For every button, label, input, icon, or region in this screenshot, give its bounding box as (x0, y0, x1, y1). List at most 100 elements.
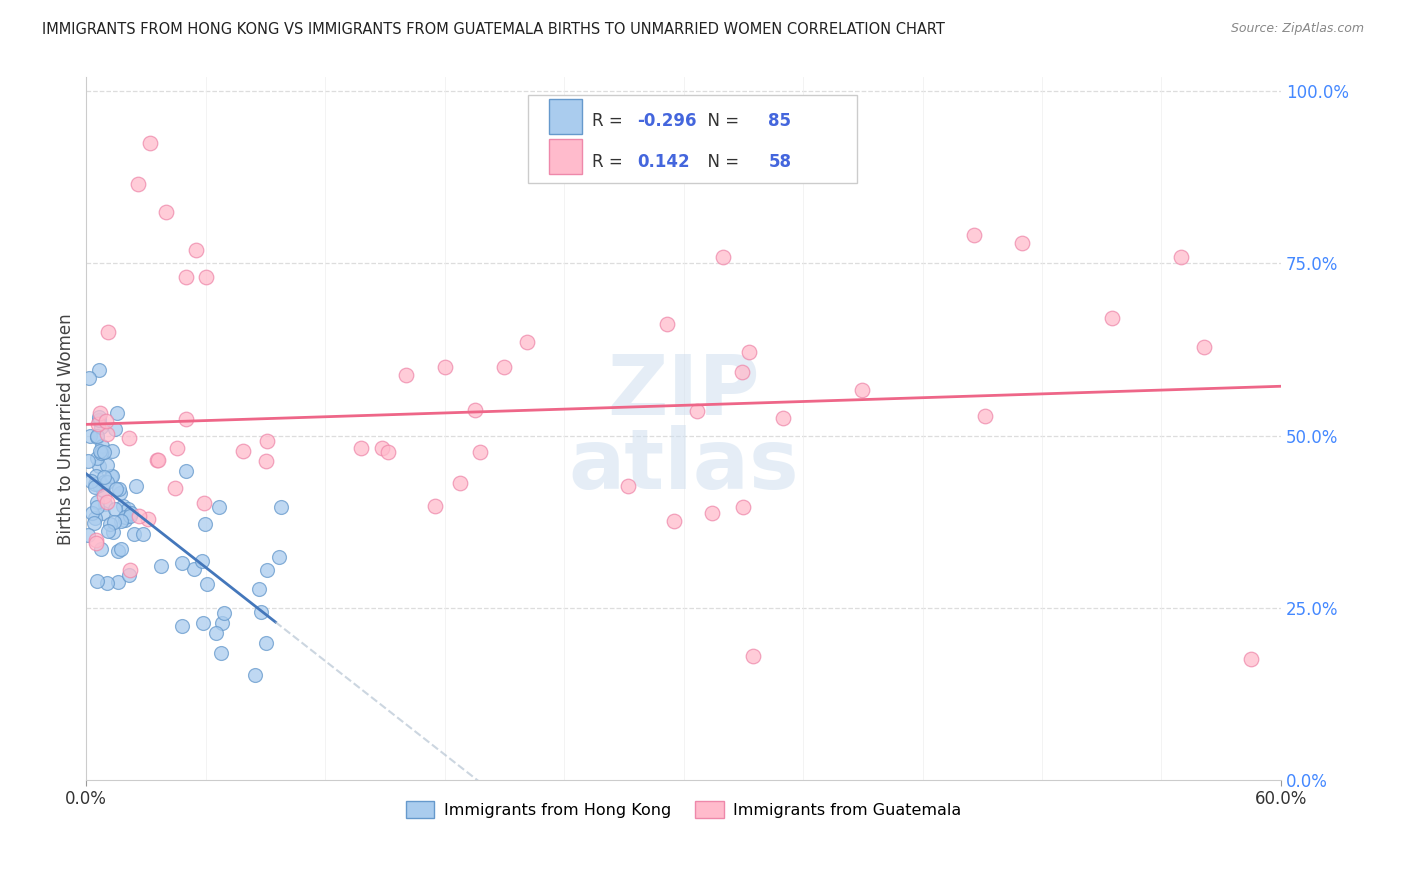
Point (86, 429, 108, 443)
Point (124, 478, 146, 492)
Point (270, 500, 292, 515)
Point (118, 509, 141, 524)
Text: -0.296: -0.296 (637, 112, 696, 130)
Point (80, 506, 103, 520)
Point (91, 444, 114, 458)
Point (731, 365, 754, 379)
Point (96, 475, 118, 489)
Point (89, 363, 111, 377)
Point (1170, 250, 1192, 264)
Point (700, 506, 723, 520)
Point (350, 442, 373, 456)
FancyBboxPatch shape (529, 95, 856, 183)
Point (87, 413, 110, 427)
Point (1011, 235, 1033, 250)
Point (89, 541, 111, 556)
Text: IMMIGRANTS FROM HONG KONG VS IMMIGRANTS FROM GUATEMALA BIRTHS TO UNMARRIED WOMEN: IMMIGRANTS FROM HONG KONG VS IMMIGRANTS … (42, 22, 945, 37)
Point (616, 479, 638, 493)
Text: N =: N = (697, 112, 744, 130)
Point (91, 483, 114, 497)
Point (114, 510, 136, 524)
Point (146, 453, 169, 467)
Point (232, 443, 254, 458)
Point (208, 500, 231, 515)
Point (464, 402, 486, 417)
Point (194, 270, 217, 285)
Point (91, 506, 114, 520)
Point (149, 559, 172, 574)
Point (97, 524, 120, 538)
Bar (548, 139, 582, 174)
Point (101, 524, 124, 539)
Point (963, 227, 986, 242)
Point (166, 441, 188, 455)
Point (664, 514, 686, 528)
Point (103, 515, 125, 529)
Point (104, 482, 127, 496)
Point (117, 431, 139, 445)
Point (98, 516, 121, 531)
Point (93, 475, 115, 489)
Point (211, 616, 233, 631)
Point (84, 469, 107, 483)
Point (118, 567, 141, 582)
Point (104, 422, 127, 436)
Point (139, 136, 162, 150)
Text: N =: N = (697, 153, 744, 170)
Point (87, 417, 110, 431)
Point (433, 359, 456, 374)
Point (93, 489, 115, 503)
Point (174, 464, 197, 478)
Point (110, 541, 132, 556)
Point (96, 575, 118, 590)
Point (655, 318, 678, 332)
Text: 85: 85 (769, 112, 792, 130)
Point (204, 625, 226, 640)
Point (83, 511, 105, 525)
Point (107, 483, 129, 497)
Point (1240, 652, 1263, 666)
Point (107, 575, 129, 590)
Point (371, 442, 394, 456)
Point (686, 404, 709, 418)
Legend: Immigrants from Hong Kong, Immigrants from Guatemala: Immigrants from Hong Kong, Immigrants fr… (399, 795, 969, 825)
Point (84, 476, 107, 491)
Point (104, 502, 127, 516)
Point (83, 516, 105, 530)
Y-axis label: Births to Unmarried Women: Births to Unmarried Women (58, 313, 75, 544)
Point (174, 412, 197, 426)
Point (193, 496, 215, 510)
Point (191, 616, 214, 631)
Point (77, 454, 100, 468)
Point (267, 550, 290, 565)
Point (256, 563, 278, 577)
Point (250, 605, 273, 619)
Point (974, 409, 997, 424)
Point (86, 574, 108, 588)
Point (191, 554, 214, 568)
Point (87, 459, 110, 474)
Point (470, 445, 492, 459)
Point (731, 500, 754, 514)
Point (449, 475, 471, 490)
Point (77, 527, 100, 541)
Text: R =: R = (592, 153, 633, 170)
Point (713, 250, 735, 264)
Point (256, 636, 278, 650)
Point (96, 427, 118, 442)
Point (184, 243, 207, 257)
Point (79, 428, 101, 442)
Point (183, 562, 205, 576)
Point (86, 500, 108, 515)
Point (86, 495, 108, 509)
Point (243, 667, 266, 681)
Point (194, 517, 217, 532)
Point (112, 499, 135, 513)
Point (254, 454, 277, 468)
Point (86, 430, 108, 444)
Point (247, 582, 270, 597)
Point (93, 469, 115, 483)
Text: 58: 58 (769, 153, 792, 170)
Point (742, 648, 765, 663)
Point (94, 414, 117, 428)
